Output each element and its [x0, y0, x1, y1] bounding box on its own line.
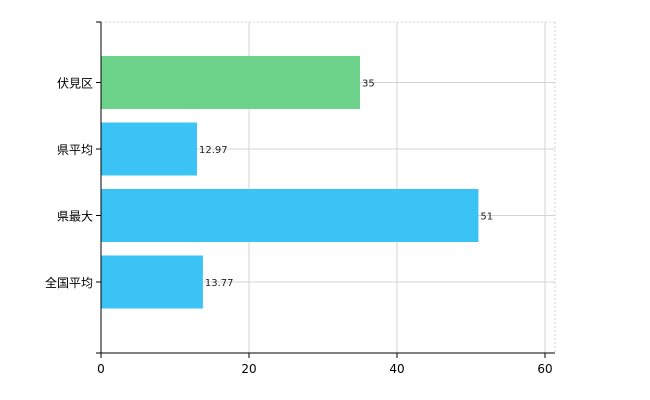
data-label: 35: [362, 79, 375, 90]
bar: [101, 189, 479, 242]
data-label: 13.77: [205, 278, 234, 289]
labels: 35 伏見区 12.97 県平均 51 県最大 13.77 全国平均 0 20 40 60: [45, 77, 553, 377]
x-tick-label: 60: [537, 362, 552, 376]
axes: [96, 21, 555, 358]
data-label: 51: [480, 212, 493, 223]
x-tick-label: 40: [389, 362, 404, 376]
y-tick-label: 県最大: [57, 210, 93, 224]
data-label: 12.97: [199, 145, 228, 156]
y-tick-label: 全国平均: [45, 275, 93, 290]
x-tick-label: 0: [97, 362, 105, 376]
y-tick-label: 伏見区: [57, 77, 93, 91]
bar: [101, 56, 360, 109]
x-tick-label: 20: [241, 362, 256, 376]
bar: [101, 255, 203, 309]
y-tick-label: 県平均: [57, 143, 93, 157]
bars: [101, 56, 479, 309]
bar: [101, 122, 197, 176]
